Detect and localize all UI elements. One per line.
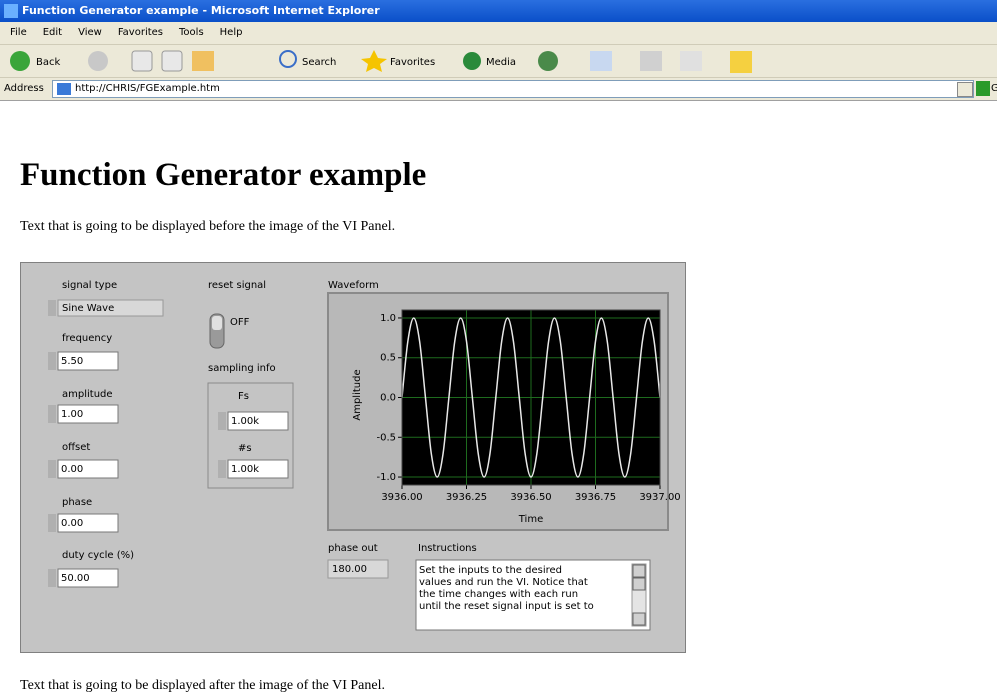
x-tick-label: 3936.00 xyxy=(381,492,422,503)
y-tick-label: 0.0 xyxy=(380,393,396,404)
instructions-line: the time changes with each run xyxy=(419,589,578,600)
y-axis-label: Amplitude xyxy=(352,369,363,420)
increment-arrows[interactable] xyxy=(48,569,56,587)
title-bar: Function Generator example - Microsoft I… xyxy=(0,0,997,22)
control-label: offset xyxy=(62,442,90,453)
address-field[interactable]: http://CHRIS/FGExample.htm xyxy=(52,80,974,98)
plot: 1.0 0.5 0.0 -0.5 -1.0 3936.00 3936.25 3936.50 39… xyxy=(376,310,680,503)
control-value: Sine Wave xyxy=(62,303,114,314)
favorites-label[interactable]: Favorites xyxy=(390,57,435,68)
x-tick-label: 3936.50 xyxy=(510,492,551,503)
vi-panel: signal type Sine Wave frequency 5.50 amp… xyxy=(20,262,686,654)
x-tick-label: 3936.25 xyxy=(446,492,487,503)
y-tick-label: -0.5 xyxy=(376,432,396,443)
control-label: phase out xyxy=(328,543,378,554)
control-value: 1.00 xyxy=(61,409,83,420)
text-before: Text that is going to be displayed befor… xyxy=(20,219,395,235)
control-value: 1.00k xyxy=(231,416,259,427)
print-icon[interactable] xyxy=(640,51,662,71)
control-label: phase xyxy=(62,497,92,508)
media-label[interactable]: Media xyxy=(486,57,516,68)
scroll-thumb[interactable] xyxy=(633,578,645,590)
address-dropdown[interactable] xyxy=(957,82,973,97)
messenger-icon[interactable] xyxy=(730,51,752,73)
y-tick-label: 1.0 xyxy=(380,313,396,324)
forward-icon[interactable] xyxy=(88,51,108,71)
menu-item[interactable]: File xyxy=(10,27,27,38)
control-label: reset signal xyxy=(208,280,266,291)
increment-arrows[interactable] xyxy=(48,352,56,370)
go-icon[interactable] xyxy=(976,81,990,96)
control-label: Fs xyxy=(238,391,249,402)
instructions-line: Set the inputs to the desired xyxy=(419,565,562,576)
app-icon xyxy=(4,4,18,18)
control-label: duty cycle (%) xyxy=(62,550,134,561)
page-icon xyxy=(57,83,71,95)
y-tick-label: 0.5 xyxy=(380,353,396,364)
toolbar: Back Search Favorites Media xyxy=(0,45,997,78)
search-label[interactable]: Search xyxy=(302,57,336,68)
search-icon[interactable] xyxy=(280,51,296,67)
stop-icon[interactable] xyxy=(132,51,152,71)
control-label: signal type xyxy=(62,280,117,291)
x-axis-label: Time xyxy=(518,514,543,525)
scroll-down[interactable] xyxy=(633,613,645,625)
menu-item[interactable]: Favorites xyxy=(118,27,163,38)
edit-icon[interactable] xyxy=(680,51,702,71)
control-value: 1.00k xyxy=(231,464,259,475)
control-label: amplitude xyxy=(62,389,113,400)
control-label: frequency xyxy=(62,333,112,344)
go-label[interactable]: Go xyxy=(991,83,997,94)
menu-item[interactable]: Help xyxy=(220,27,243,38)
toggle-state: OFF xyxy=(230,317,250,328)
address-url[interactable]: http://CHRIS/FGExample.htm xyxy=(75,83,220,94)
back-icon[interactable] xyxy=(10,51,30,71)
menu-bar: File Edit View Favorites Tools Help xyxy=(0,22,997,45)
text-after: Text that is going to be displayed after… xyxy=(20,678,385,694)
x-tick-label: 3937.00 xyxy=(639,492,680,503)
instructions-line: values and run the VI. Notice that xyxy=(419,577,588,588)
back-label[interactable]: Back xyxy=(36,57,60,68)
menu-item[interactable]: Edit xyxy=(43,27,62,38)
control-label: #s xyxy=(238,443,252,454)
control-label: sampling info xyxy=(208,363,276,374)
control-value: 5.50 xyxy=(61,356,83,367)
indicator-value: 180.00 xyxy=(332,564,367,575)
control-value: 0.00 xyxy=(61,464,83,475)
menu-item[interactable]: Tools xyxy=(179,27,204,38)
increment-arrows[interactable] xyxy=(48,460,56,478)
favorites-icon[interactable] xyxy=(361,50,387,72)
address-label: Address xyxy=(4,83,44,94)
instructions-line: until the reset signal input is set to xyxy=(419,601,594,612)
mail-icon[interactable] xyxy=(590,51,612,71)
increment-arrows[interactable] xyxy=(218,412,226,430)
control-value: 0.00 xyxy=(61,518,83,529)
scroll-up[interactable] xyxy=(633,565,645,577)
window-title: Function Generator example - Microsoft I… xyxy=(22,4,380,17)
media-icon[interactable] xyxy=(463,52,481,70)
control-value: 50.00 xyxy=(61,573,90,584)
y-tick-label: -1.0 xyxy=(376,472,396,483)
page: Function Generator example - Microsoft I… xyxy=(0,0,997,696)
address-bar: Address http://CHRIS/FGExample.htm Go xyxy=(0,78,997,101)
x-tick-label: 3936.75 xyxy=(575,492,616,503)
toolbar-icons: Back Search Favorites Media xyxy=(0,45,997,77)
increment-arrows[interactable] xyxy=(48,514,56,532)
control-label: Instructions xyxy=(418,543,477,554)
toggle-lever[interactable] xyxy=(212,316,222,330)
history-icon[interactable] xyxy=(538,51,558,71)
menu-item[interactable]: View xyxy=(78,27,102,38)
ring-arrows[interactable] xyxy=(48,300,56,316)
home-icon[interactable] xyxy=(192,51,214,71)
increment-arrows[interactable] xyxy=(48,405,56,423)
refresh-icon[interactable] xyxy=(162,51,182,71)
chart-title: Waveform xyxy=(328,280,379,291)
increment-arrows[interactable] xyxy=(218,460,226,478)
page-heading: Function Generator example xyxy=(20,157,426,194)
